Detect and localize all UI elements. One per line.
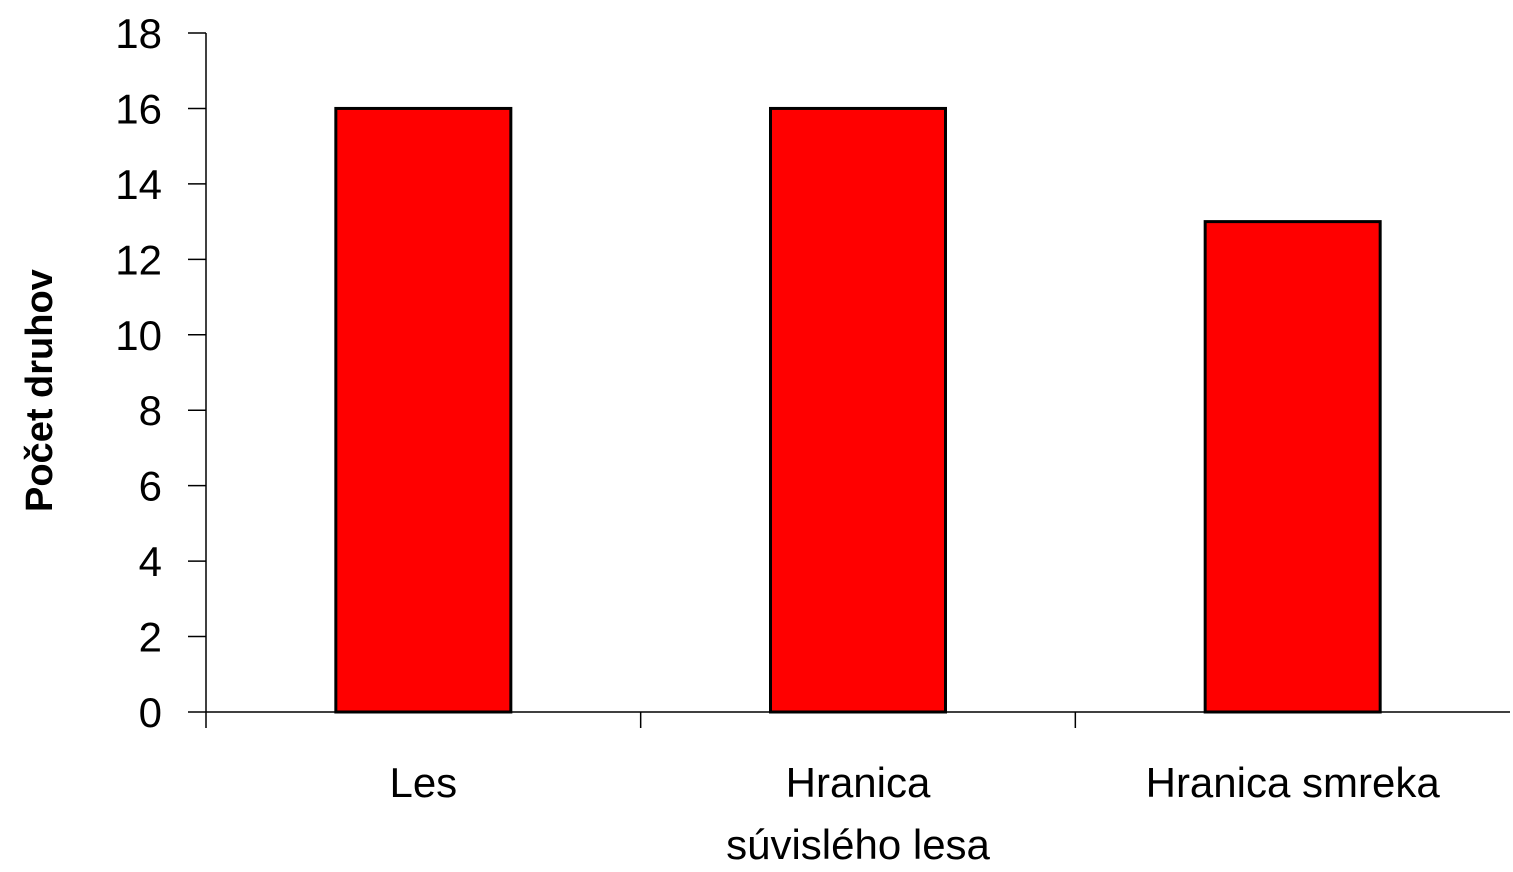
y-tick-label: 8 [139, 387, 162, 434]
bar-3 [1203, 220, 1382, 714]
y-axis-label: Počet druhov [19, 269, 61, 512]
y-tick-label: 14 [115, 161, 162, 208]
x-category-label-line: Hranica smreka [1146, 759, 1441, 806]
y-tick-label: 0 [139, 689, 162, 736]
y-tick-label: 2 [139, 614, 162, 661]
x-category-label-2: Hranica súvislého lesa [726, 759, 990, 867]
x-category-label-line: Hranica [786, 759, 931, 806]
y-tick-label: 18 [115, 10, 162, 57]
y-axis-label-group: Počet druhov [19, 269, 61, 512]
bar-2 [769, 106, 947, 714]
bar-1 [334, 106, 513, 714]
y-tick-label: 4 [139, 538, 162, 585]
y-ticks-group: 0 2 4 6 8 10 12 14 16 18 [115, 10, 206, 736]
y-tick-label: 6 [139, 463, 162, 510]
x-category-label-3: Hranica smreka [1146, 759, 1441, 806]
axes-group [205, 33, 1510, 728]
x-category-label-line: Les [389, 759, 457, 806]
bars-group [334, 106, 1382, 714]
y-tick-label: 10 [115, 312, 162, 359]
x-category-label-line: súvislého lesa [726, 821, 990, 867]
y-tick-label: 12 [115, 236, 162, 283]
x-category-label-1: Les [389, 759, 457, 806]
y-tick-label: 16 [115, 85, 162, 132]
x-categories-group: Les Hranica súvislého lesa Hranica smreka [389, 759, 1441, 868]
